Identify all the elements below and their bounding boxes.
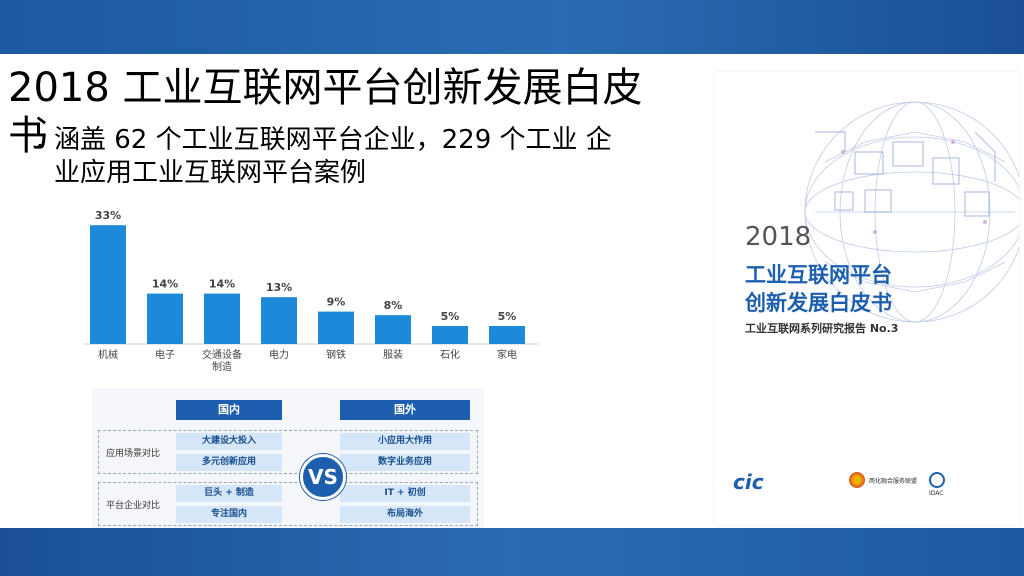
bullet-icon: • — [36, 139, 45, 155]
bar — [90, 225, 126, 344]
foreign-header: 国外 — [340, 400, 470, 420]
alliance-logo-icon — [849, 472, 865, 488]
bar-value-label: 9% — [327, 296, 346, 309]
bar — [318, 311, 354, 344]
domestic-header: 国内 — [176, 400, 282, 420]
bottom-banner — [0, 528, 1024, 576]
platform-label: 平台企业对比 — [106, 501, 161, 511]
bar-value-label: 13% — [266, 281, 292, 294]
bar — [375, 315, 411, 344]
category-label: 制造 — [212, 360, 232, 373]
category-label: 电力 — [269, 348, 289, 361]
scenario-label: 应用场景对比 — [106, 449, 161, 459]
industry-bar-chart: 33% 机械 14% 电子 14% 交通设备 制造 13% 电力 9% 钢铁 8% 服装 5% 石化 5% 家电 — [84, 194, 538, 376]
category-label: 机械 — [98, 348, 118, 361]
scenario-group — [98, 430, 478, 474]
category-label: 电子 — [155, 348, 175, 361]
bar-value-label: 8% — [384, 299, 403, 312]
top-banner — [0, 0, 1024, 54]
globe-graphic — [804, 101, 1019, 323]
category-label: 家电 — [497, 348, 517, 361]
bar-value-label: 5% — [441, 310, 460, 323]
domestic-item: 大建设大投入 — [176, 433, 282, 450]
bar — [432, 326, 468, 344]
bar-value-label: 14% — [152, 278, 178, 291]
bar-value-label: 14% — [209, 278, 235, 291]
alliance-logo: 两化融合服务联盟 — [869, 478, 918, 485]
slide-title: 2018 工业互联网平台创新发展白皮 — [8, 65, 643, 111]
bar — [489, 326, 525, 344]
idac-logo-icon — [929, 472, 945, 488]
bar — [204, 293, 240, 344]
cover-year: 2018 — [745, 222, 812, 252]
cover-title-line1: 工业互联网平台 — [745, 263, 892, 287]
foreign-item: 布局海外 — [340, 506, 470, 523]
cover-title-line2: 创新发展白皮书 — [745, 291, 892, 315]
category-label: 交通设备 — [202, 348, 242, 361]
domestic-item: 巨头 + 制造 — [176, 485, 282, 502]
bar — [147, 293, 183, 344]
vs-badge: VS — [300, 454, 346, 500]
slide-title-wrap: 书 — [8, 113, 48, 159]
bar-value-label: 5% — [498, 310, 517, 323]
whitepaper-cover: 2018 工业互联网平台 创新发展白皮书 工业互联网系列研究报告 No.3 ci… — [715, 72, 1019, 525]
category-label: 钢铁 — [326, 348, 346, 361]
foreign-item: 数字业务应用 — [340, 454, 470, 471]
foreign-item: IT + 初创 — [340, 485, 470, 502]
cover-subtitle: 工业互联网系列研究报告 No.3 — [745, 322, 899, 335]
bar — [261, 297, 297, 344]
domestic-item: 专注国内 — [176, 506, 282, 523]
category-label: 服装 — [383, 348, 403, 361]
domestic-item: 多元创新应用 — [176, 454, 282, 471]
category-label: 石化 — [440, 348, 460, 361]
cic-logo: cic — [733, 470, 764, 494]
bar-value-label: 33% — [95, 209, 121, 222]
foreign-item: 小应用大作用 — [340, 433, 470, 450]
platform-group — [98, 482, 478, 526]
comparison-panel: 国内 国外 应用场景对比 大建设大投入 多元创新应用 小应用大作用 数字业务应用… — [92, 388, 484, 530]
idac-logo: IDAC — [929, 490, 944, 497]
slide-subtitle: 涵盖 62 个工业互联网平台企业，229 个工业 企业应用工业互联网平台案例 — [54, 125, 612, 188]
